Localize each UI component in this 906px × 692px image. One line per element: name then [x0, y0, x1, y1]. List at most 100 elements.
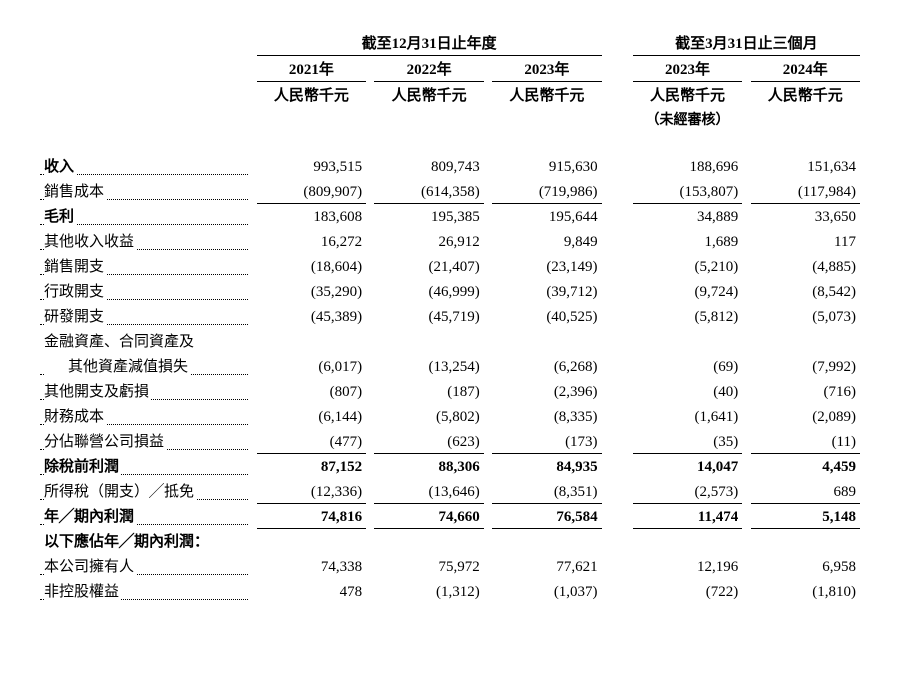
cell-value: (21,407) [374, 253, 483, 278]
col-year-2: 2022年 [374, 56, 483, 82]
table-row: 所得稅（開支）╱抵免 (12,336) (13,646) (8,351) (2,573)… [40, 478, 860, 503]
cell-value [374, 528, 483, 553]
cell-value: (2,573) [633, 478, 742, 503]
cell-value: 1,689 [633, 228, 742, 253]
cell-value [633, 328, 742, 353]
table-row: 行政開支(35,290)(46,999)(39,712)(9,724)(8,54… [40, 278, 860, 303]
cell-value: 689 [751, 478, 860, 503]
cell-value: (8,335) [492, 403, 601, 428]
cell-value [751, 328, 860, 353]
cell-value: 76,584 [492, 503, 601, 528]
cell-value: (13,254) [374, 353, 483, 378]
cell-value: 74,816 [257, 503, 366, 528]
cell-value: (809,907) [257, 178, 366, 203]
table-row: 其他資產減值損失(6,017)(13,254)(6,268)(69)(7,992… [40, 353, 860, 378]
cell-value: (13,646) [374, 478, 483, 503]
row-label: 非控股權益 [40, 578, 248, 603]
cell-value [633, 528, 742, 553]
cell-value: (7,992) [751, 353, 860, 378]
row-label: 年╱期內利潤 [40, 503, 248, 528]
cell-value: (40,525) [492, 303, 601, 328]
row-label: 其他開支及虧損 [40, 378, 248, 403]
cell-value: 151,634 [751, 153, 860, 178]
cell-value: (8,351) [492, 478, 601, 503]
col-unit-4: 人民幣千元 [633, 82, 742, 108]
table-row: 研發開支 (45,389) (45,719) (40,525) (5,812) (5,07… [40, 303, 860, 328]
row-label: 分佔聯營公司損益 [40, 428, 248, 453]
cell-value: (1,312) [374, 578, 483, 603]
cell-value: (5,802) [374, 403, 483, 428]
group-quarter-header: 截至3月31日止三個月 [633, 30, 860, 56]
cell-value: (2,089) [751, 403, 860, 428]
row-label: 研發開支 [40, 303, 248, 328]
table-row: 其他收入收益16,27226,9129,8491,689117 [40, 228, 860, 253]
cell-value: (1,641) [633, 403, 742, 428]
cell-value: 16,272 [257, 228, 366, 253]
cell-value: (12,336) [257, 478, 366, 503]
cell-value: (614,358) [374, 178, 483, 203]
cell-value: 195,385 [374, 203, 483, 228]
table-row: 其他開支及虧損(807)(187)(2,396)(40)(716) [40, 378, 860, 403]
table-row: 本公司擁有人74,33875,97277,62112,1966,958 [40, 553, 860, 578]
cell-value: (11) [751, 428, 860, 453]
table-header: 截至12月31日止年度 截至3月31日止三個月 2021年 2022年 2023… [40, 30, 860, 153]
row-label: 財務成本 [40, 403, 248, 428]
cell-value: 74,338 [257, 553, 366, 578]
row-label: 銷售開支 [40, 253, 248, 278]
cell-value: (6,017) [257, 353, 366, 378]
row-label: 其他資產減值損失 [40, 353, 248, 378]
row-label: 銷售成本 [40, 178, 248, 203]
cell-value [257, 528, 366, 553]
cell-value: 33,650 [751, 203, 860, 228]
cell-value: (807) [257, 378, 366, 403]
cell-value: (39,712) [492, 278, 601, 303]
cell-value: 75,972 [374, 553, 483, 578]
cell-value: 117 [751, 228, 860, 253]
row-label: 金融資產、合同資產及 [40, 328, 248, 353]
cell-value [257, 328, 366, 353]
table-row: 以下應佔年╱期內利潤： [40, 528, 860, 553]
cell-value: (45,719) [374, 303, 483, 328]
cell-value: (1,037) [492, 578, 601, 603]
cell-value: 34,889 [633, 203, 742, 228]
cell-value: (722) [633, 578, 742, 603]
row-label: 毛利 [40, 203, 248, 228]
cell-value [374, 328, 483, 353]
col-unaudited-note: （未經審核） [633, 107, 742, 131]
cell-value: 11,474 [633, 503, 742, 528]
cell-value: (35,290) [257, 278, 366, 303]
cell-value: (6,268) [492, 353, 601, 378]
cell-value: 993,515 [257, 153, 366, 178]
cell-value: (5,812) [633, 303, 742, 328]
cell-value: 4,459 [751, 453, 860, 478]
cell-value: 74,660 [374, 503, 483, 528]
table-row: 分佔聯營公司損益(477)(623)(173)(35)(11) [40, 428, 860, 453]
cell-value: (623) [374, 428, 483, 453]
table-row: 年╱期內利潤74,81674,66076,58411,4745,148 [40, 503, 860, 528]
financial-table: 截至12月31日止年度 截至3月31日止三個月 2021年 2022年 2023… [40, 30, 860, 603]
cell-value: 915,630 [492, 153, 601, 178]
cell-value: (153,807) [633, 178, 742, 203]
table-row: 銷售成本(809,907)(614,358)(719,986)(153,807)… [40, 178, 860, 203]
row-label: 所得稅（開支）╱抵免 [40, 478, 248, 503]
table-row: 非控股權益478(1,312)(1,037)(722)(1,810) [40, 578, 860, 603]
col-year-3: 2023年 [492, 56, 601, 82]
cell-value [492, 528, 601, 553]
cell-value: 14,047 [633, 453, 742, 478]
cell-value: (187) [374, 378, 483, 403]
cell-value: 84,935 [492, 453, 601, 478]
cell-value: (18,604) [257, 253, 366, 278]
cell-value: 77,621 [492, 553, 601, 578]
cell-value: (4,885) [751, 253, 860, 278]
table-row: 銷售開支(18,604)(21,407)(23,149)(5,210)(4,88… [40, 253, 860, 278]
table-body: 收入993,515809,743915,630188,696151,634銷售成… [40, 153, 860, 603]
cell-value: 6,958 [751, 553, 860, 578]
cell-value: (45,389) [257, 303, 366, 328]
cell-value: (5,073) [751, 303, 860, 328]
group-annual-header: 截至12月31日止年度 [257, 30, 602, 56]
cell-value: 87,152 [257, 453, 366, 478]
cell-value: 188,696 [633, 153, 742, 178]
cell-value: 9,849 [492, 228, 601, 253]
cell-value: (35) [633, 428, 742, 453]
row-label: 以下應佔年╱期內利潤： [40, 528, 248, 553]
